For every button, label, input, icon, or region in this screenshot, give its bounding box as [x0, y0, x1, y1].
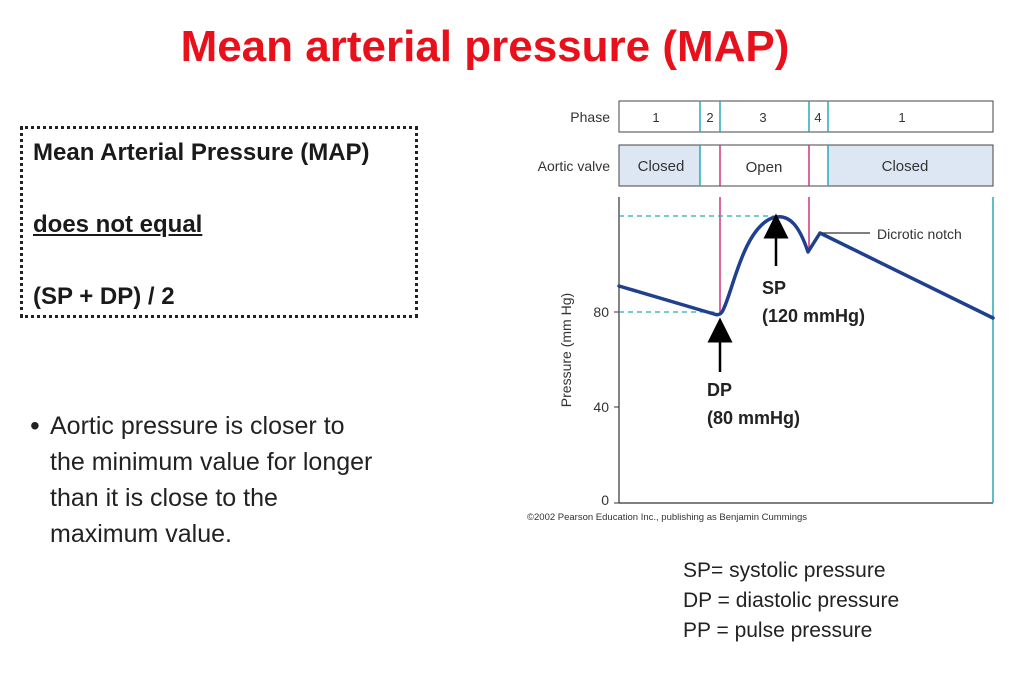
valve-state-closed: Closed	[638, 158, 685, 175]
bullet-line: Aortic pressure is closer to	[50, 412, 345, 440]
dp-value: (80 mmHg)	[707, 408, 800, 428]
bullet-line: maximum value.	[50, 520, 232, 548]
phase-number: 1	[898, 110, 905, 125]
y-tick-label: 40	[593, 399, 609, 415]
not-equal-text: does not equal	[33, 211, 203, 238]
phase-row-label: Phase	[570, 109, 610, 125]
definition-box: Mean Arterial Pressure (MAP) does not eq…	[20, 126, 418, 318]
y-tick-label: 0	[601, 492, 609, 508]
aortic-valve-label: Aortic valve	[538, 158, 611, 174]
dicrotic-notch-label: Dicrotic notch	[877, 226, 962, 242]
bullet-line: the minimum value for longer	[50, 448, 373, 476]
valve-state-open: Open	[746, 159, 783, 176]
bullet-dot-icon: •	[30, 410, 40, 441]
sp-value: (120 mmHg)	[762, 306, 865, 326]
phase-number: 1	[652, 110, 659, 125]
phase-number: 4	[814, 110, 821, 125]
bullet-line: than it is close to the	[50, 484, 278, 512]
map-heading: Mean Arterial Pressure (MAP)	[33, 139, 370, 166]
formula-text: (SP + DP) / 2	[33, 283, 175, 310]
y-axis-label: Pressure (mm Hg)	[558, 293, 574, 407]
copyright-text: ©2002 Pearson Education Inc., publishing…	[527, 512, 807, 523]
phase-number: 3	[759, 110, 766, 125]
phase-row	[618, 100, 994, 133]
legend-pp: PP = pulse pressure	[683, 619, 873, 642]
legend-sp: SP= systolic pressure	[683, 559, 886, 582]
aortic-pressure-curve	[617, 215, 995, 320]
legend-dp: DP = diastolic pressure	[683, 589, 900, 612]
abbreviation-legend: SP= systolic pressure DP = diastolic pre…	[683, 556, 899, 646]
slide-title: Mean arterial pressure (MAP)	[180, 22, 790, 71]
sp-label: SP	[762, 278, 786, 298]
phase-number: 2	[706, 110, 713, 125]
valve-state-closed: Closed	[882, 158, 929, 175]
y-tick-label: 80	[593, 304, 609, 320]
dp-label: DP	[707, 380, 732, 400]
